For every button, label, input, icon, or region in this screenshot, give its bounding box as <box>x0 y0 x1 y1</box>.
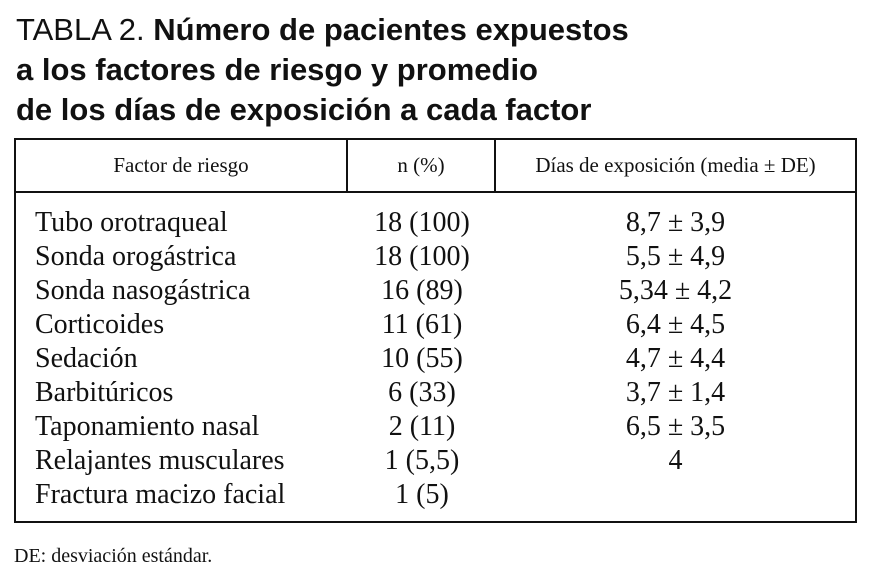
cell-n: 6 (33) <box>388 377 456 408</box>
cell-n: 1 (5) <box>395 479 449 510</box>
header-dias: Días de exposición (media ± DE) <box>535 153 816 177</box>
cell-dias: 8,7 ± 3,9 <box>625 207 726 238</box>
header-factor: Factor de riesgo <box>16 140 348 191</box>
cell-n: 18 (100) <box>374 207 470 238</box>
cell-n: 18 (100) <box>374 241 470 272</box>
cell-dias: 5,5 ± 4,9 <box>625 241 726 272</box>
table-body: Tubo orotraqueal 18 (100) 8,7 ± 3,9 Sond… <box>16 206 855 512</box>
cell-factor: Relajantes musculares <box>35 445 285 476</box>
cell-factor: Sedación <box>35 343 138 374</box>
table-row: Tubo orotraqueal 18 (100) 8,7 ± 3,9 <box>16 206 855 240</box>
table-row: Fractura macizo facial 1 (5) <box>16 478 855 512</box>
table-title: TABLA 2. Número de pacientes expuestos a… <box>16 10 856 130</box>
table-row: Relajantes musculares 1 (5,5) 4 <box>16 444 855 478</box>
cell-dias: 4,7 ± 4,4 <box>625 343 726 374</box>
table-row: Sedación 10 (55) 4,7 ± 4,4 <box>16 342 855 376</box>
cell-factor: Fractura macizo facial <box>35 479 286 510</box>
cell-dias: 4 <box>668 445 683 476</box>
title-line-2: a los factores de riesgo y promedio <box>16 52 538 87</box>
cell-factor: Sonda nasogástrica <box>35 275 251 306</box>
cell-dias: 6,5 ± 3,5 <box>625 411 726 442</box>
header-n: n (%) <box>348 140 496 191</box>
title-line-1: TABLA 2. Número de pacientes expuestos <box>16 10 856 50</box>
table-number: TABLA 2. <box>16 12 145 47</box>
cell-factor: Sonda orogástrica <box>35 241 237 272</box>
cell-n: 10 (55) <box>381 343 463 374</box>
table-row: Taponamiento nasal 2 (11) 6,5 ± 3,5 <box>16 410 855 444</box>
table-footnote: DE: desviación estándar. <box>14 545 213 567</box>
cell-factor: Taponamiento nasal <box>35 411 260 442</box>
cell-n: 11 (61) <box>381 309 463 340</box>
table-row: Sonda orogástrica 18 (100) 5,5 ± 4,9 <box>16 240 855 274</box>
table-row: Sonda nasogástrica 16 (89) 5,34 ± 4,2 <box>16 274 855 308</box>
cell-factor: Corticoides <box>35 309 165 340</box>
table-row: Barbitúricos 6 (33) 3,7 ± 1,4 <box>16 376 855 410</box>
cell-dias: 5,34 ± 4,2 <box>618 275 733 306</box>
cell-n: 16 (89) <box>381 275 463 306</box>
table-row: Corticoides 11 (61) 6,4 ± 4,5 <box>16 308 855 342</box>
table-header-row: Factor de riesgo n (%) Días de exposició… <box>16 140 855 193</box>
title-text-1: Número de pacientes expuestos <box>153 12 629 47</box>
cell-dias: 3,7 ± 1,4 <box>625 377 726 408</box>
title-line-3: de los días de exposición a cada factor <box>16 92 592 127</box>
cell-n: 1 (5,5) <box>384 445 460 476</box>
cell-factor: Barbitúricos <box>35 377 174 408</box>
cell-factor: Tubo orotraqueal <box>35 207 228 238</box>
data-table: Factor de riesgo n (%) Días de exposició… <box>14 138 857 523</box>
cell-n: 2 (11) <box>388 411 456 442</box>
cell-dias: 6,4 ± 4,5 <box>625 309 726 340</box>
